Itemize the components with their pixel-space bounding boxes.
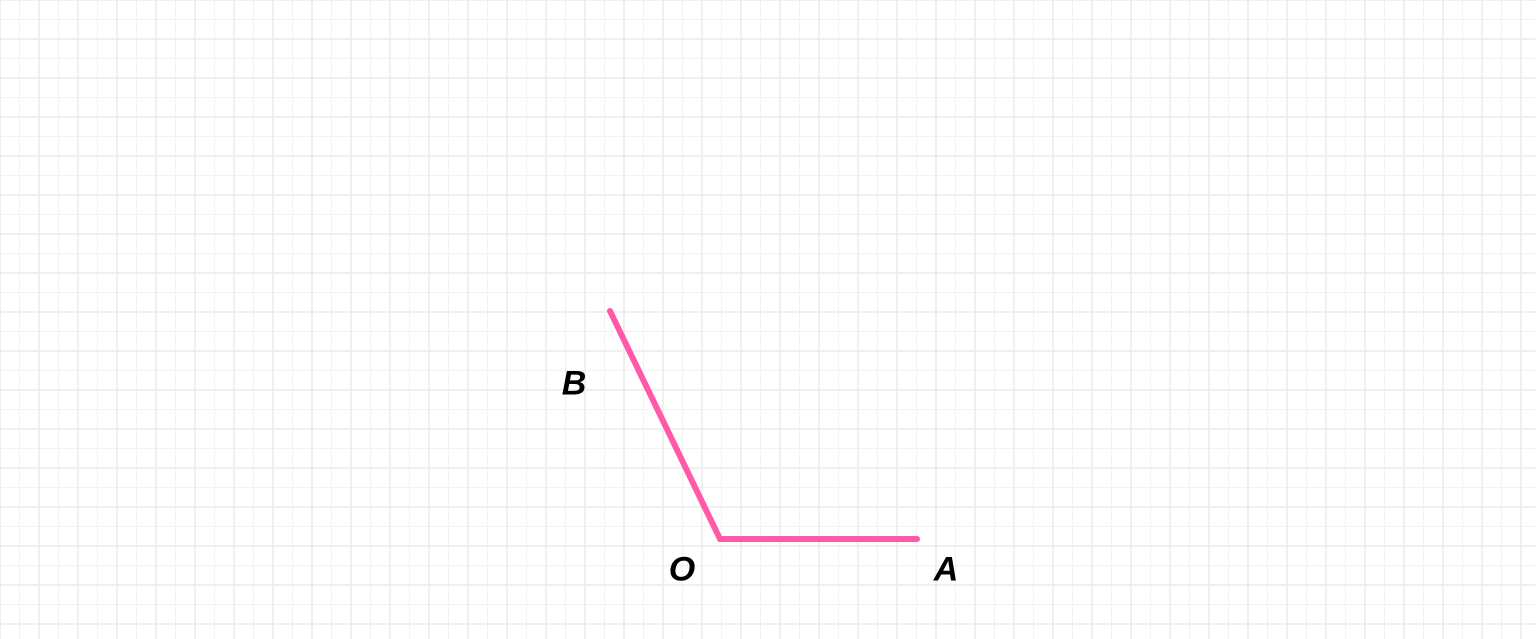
angle-lines	[610, 311, 917, 539]
label-A: A	[934, 551, 959, 590]
label-B: B	[562, 365, 587, 404]
label-O: O	[669, 551, 695, 590]
diagram-canvas	[0, 0, 1536, 639]
grid	[0, 0, 1536, 639]
